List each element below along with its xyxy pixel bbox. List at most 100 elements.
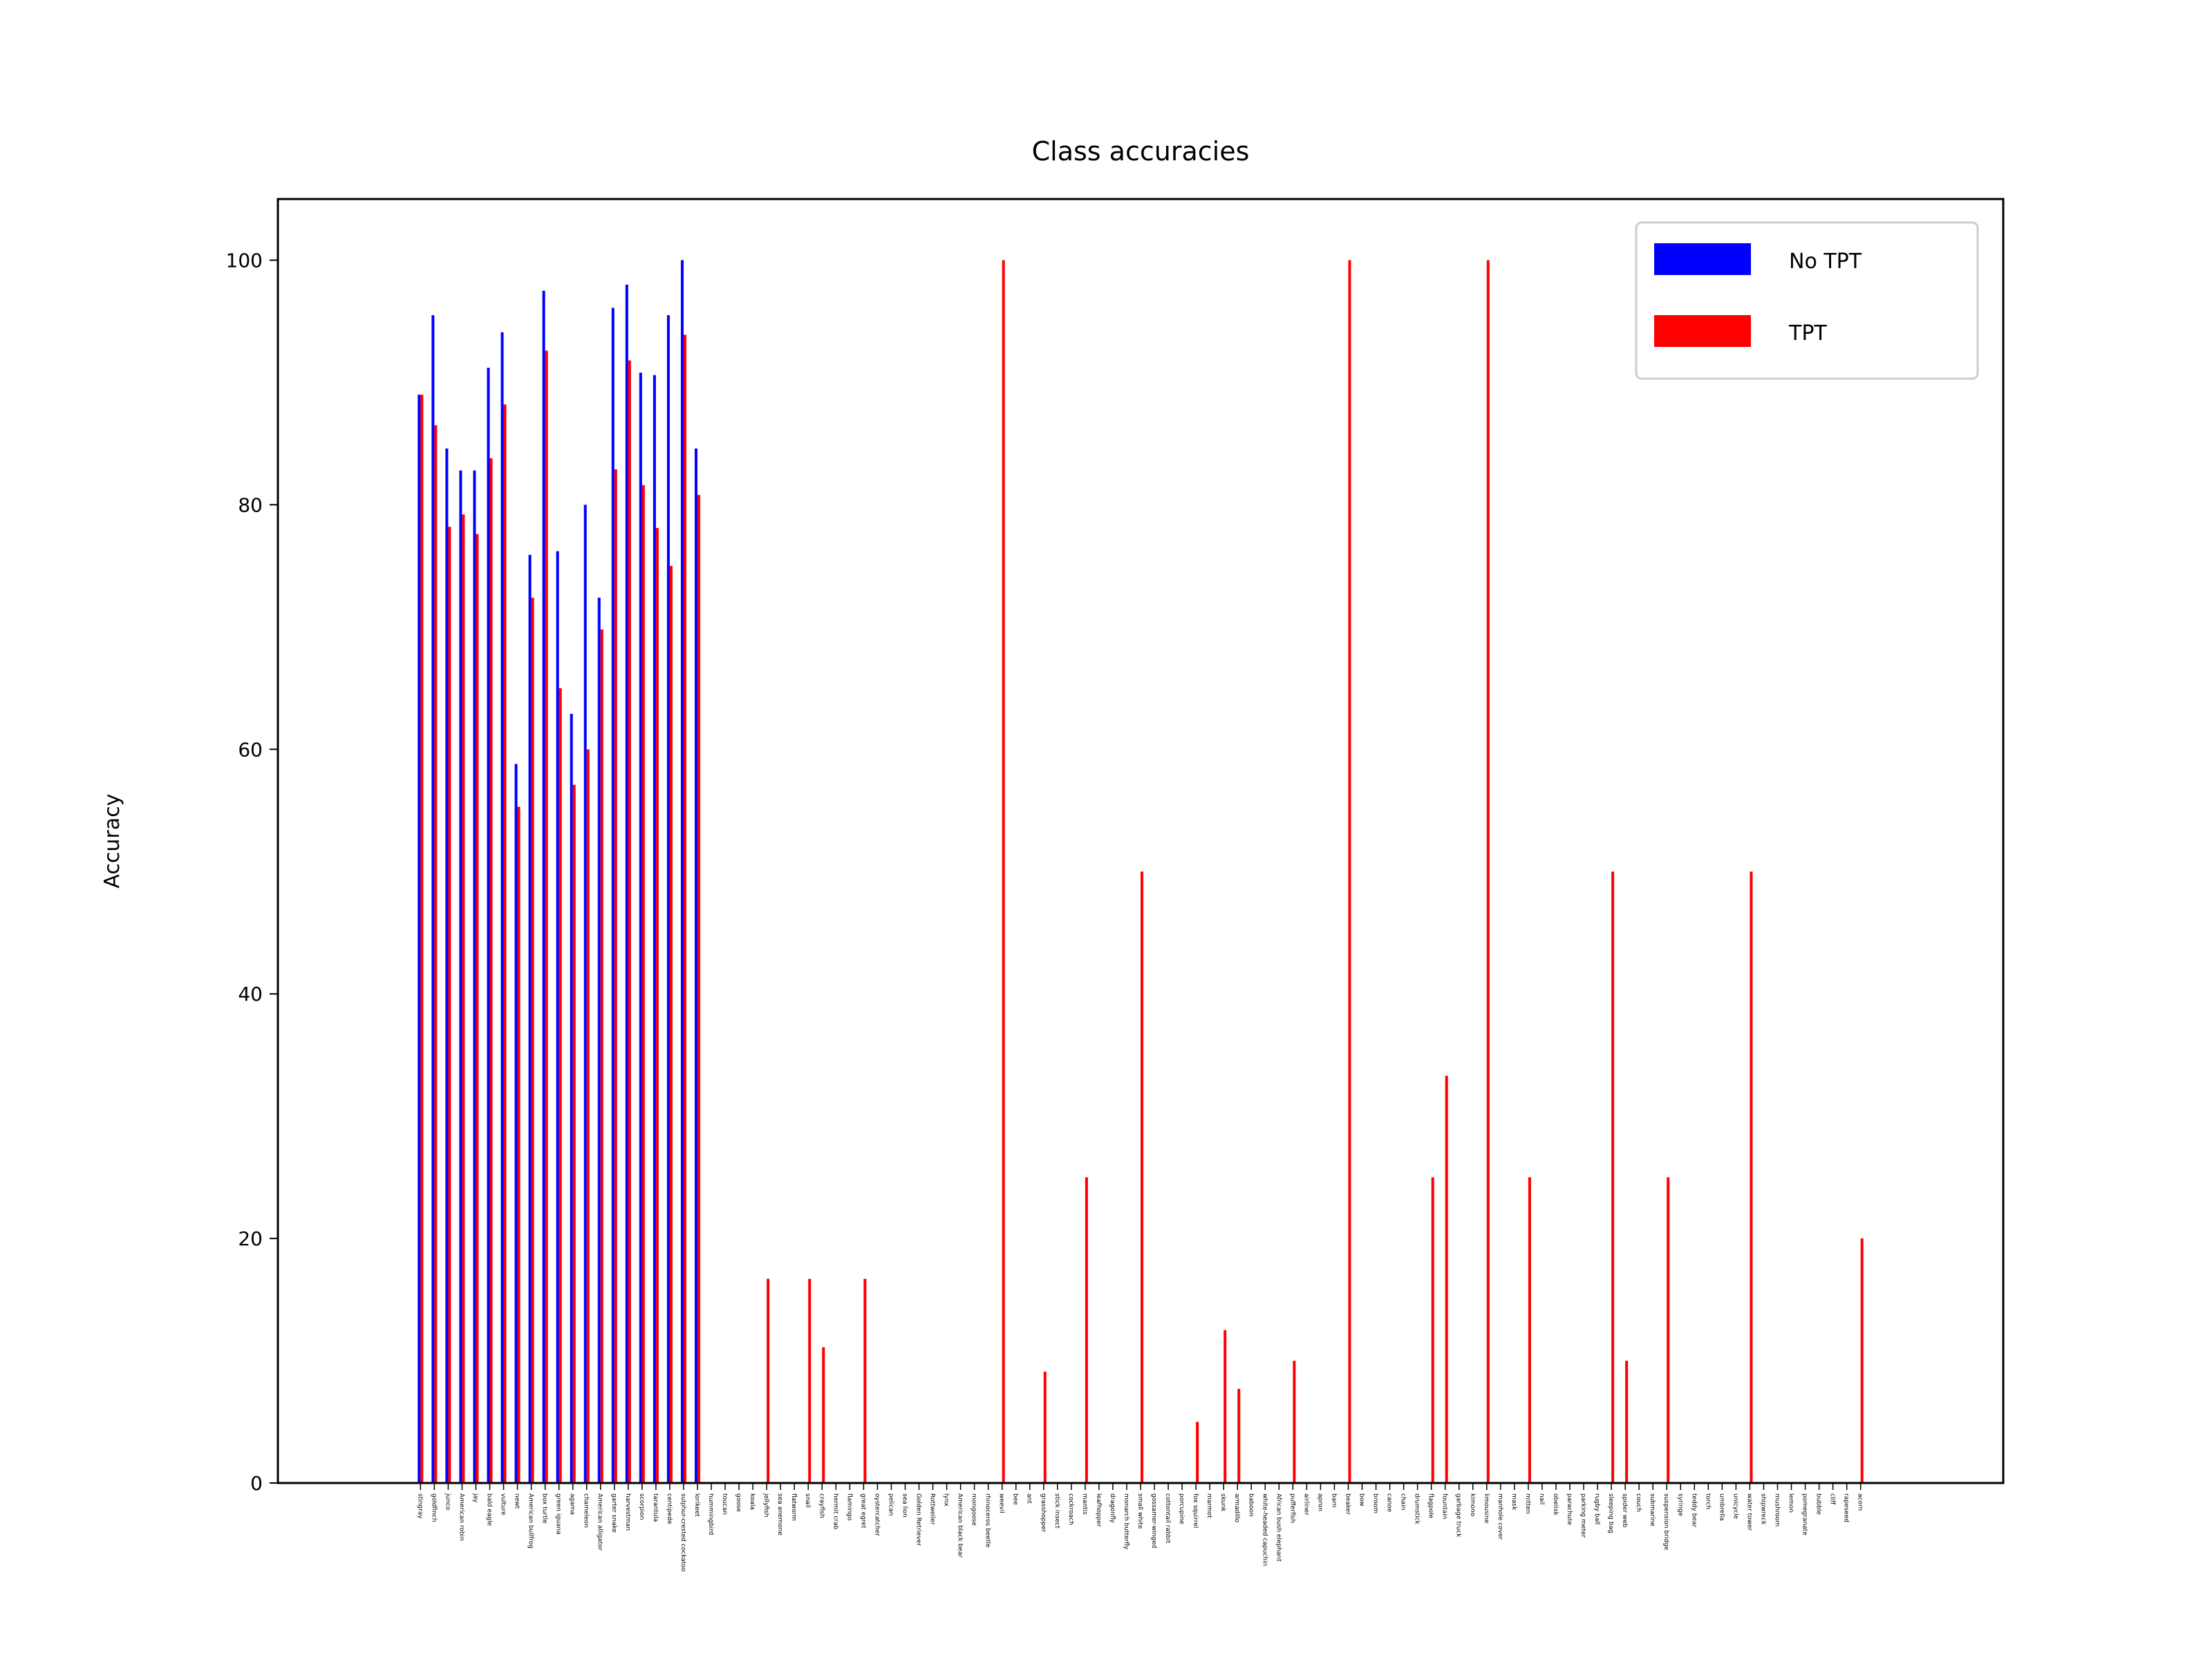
x-tick-label: American black bear <box>957 1493 964 1558</box>
y-axis-ticks: 0 20 40 60 80 100 <box>226 249 278 1495</box>
x-tick-label: manhole cover <box>1497 1493 1503 1540</box>
x-tick-label: hummingbird <box>707 1493 714 1535</box>
bar-no-tpt-14 <box>611 308 615 1484</box>
bar-no-tpt-13 <box>597 597 601 1483</box>
x-tick-label: American robin <box>458 1493 465 1541</box>
x-tick-label: jellyfish <box>762 1493 769 1517</box>
bar-no-tpt-16 <box>639 372 642 1483</box>
x-tick-label: chain <box>1400 1493 1407 1510</box>
x-tick-label: gossamer-winged <box>1150 1493 1157 1548</box>
x-tick-label: rapeseed <box>1843 1493 1850 1522</box>
x-tick-label: scorpion <box>638 1493 645 1520</box>
bar-tpt-16 <box>641 485 645 1483</box>
x-tick-label: fountain <box>1441 1493 1448 1519</box>
x-tick-label: acorn <box>1857 1493 1864 1511</box>
x-tick-label: Rottweiler <box>929 1493 936 1525</box>
bar-tpt-18 <box>669 565 673 1483</box>
x-tick-label: green iguana <box>555 1493 562 1535</box>
bar-tpt-104 <box>1860 1238 1864 1483</box>
bar-tpt-52 <box>1141 871 1144 1483</box>
bar-tpt-2 <box>448 527 451 1483</box>
x-tick-label: flatworm <box>790 1493 797 1521</box>
x-tick-label: bow <box>1358 1493 1365 1507</box>
x-tick-label: cockroach <box>1067 1493 1074 1525</box>
x-tick-label: water tower <box>1745 1493 1752 1531</box>
x-tick-label: vulture <box>500 1493 507 1515</box>
bar-tpt-67 <box>1348 260 1351 1483</box>
bar-tpt-5 <box>489 458 493 1483</box>
x-tick-label: grasshopper <box>1040 1493 1047 1532</box>
x-tick-label: leafhopper <box>1095 1493 1102 1527</box>
x-tick-label: marmot <box>1206 1493 1212 1518</box>
x-tick-label: mitten <box>1524 1493 1531 1514</box>
bar-tpt-48 <box>1085 1177 1088 1483</box>
legend-label-no-tpt: No TPT <box>1789 249 1862 274</box>
bar-no-tpt-5 <box>487 368 490 1483</box>
bar-tpt-45 <box>1043 1371 1047 1483</box>
bar-no-tpt-3 <box>459 470 462 1484</box>
x-tick-label: skunk <box>1219 1493 1226 1512</box>
x-tick-label: flagpole <box>1427 1493 1434 1519</box>
bar-no-tpt-1 <box>431 315 435 1484</box>
x-tick-label: porcupine <box>1178 1493 1185 1524</box>
x-tick-label: mongoose <box>971 1493 977 1526</box>
legend-label-tpt: TPT <box>1788 321 1827 346</box>
x-tick-label: mask <box>1510 1493 1517 1511</box>
x-tick-label: lemon <box>1788 1493 1794 1513</box>
x-tick-label: obelisk <box>1552 1493 1559 1515</box>
bar-tpt-77 <box>1486 260 1490 1483</box>
bar-tpt-7 <box>517 806 521 1483</box>
x-tick-label: box turtle <box>541 1493 548 1524</box>
x-tick-label: oystercatcher <box>873 1493 880 1536</box>
x-tick-label: American bullfrog <box>527 1493 534 1549</box>
x-tick-label: goose <box>735 1493 742 1512</box>
bar-tpt-73 <box>1431 1177 1434 1483</box>
y-tick-label: 20 <box>238 1227 263 1250</box>
x-tick-label: bubble <box>1815 1493 1822 1515</box>
y-tick-label: 40 <box>238 983 263 1005</box>
legend: No TPT TPT <box>1635 221 1979 380</box>
x-tick-label: chameleon <box>583 1493 590 1528</box>
x-tick-label: parking meter <box>1580 1493 1586 1538</box>
x-tick-label: stingray <box>416 1493 423 1519</box>
x-tick-label: Golden Retriever <box>915 1493 921 1546</box>
x-tick-label: dragonfly <box>1109 1493 1116 1524</box>
x-tick-label: sulphur-crested cockatoo <box>679 1493 686 1572</box>
bar-no-tpt-17 <box>653 375 656 1483</box>
x-tick-label: kimono <box>1469 1493 1476 1517</box>
x-tick-label: drumstick <box>1414 1493 1421 1525</box>
bar-no-tpt-15 <box>625 284 628 1483</box>
bar-tpt-15 <box>628 360 631 1483</box>
legend-swatch-no-tpt <box>1654 243 1751 275</box>
x-tick-label: jay <box>471 1493 478 1503</box>
bar-tpt-11 <box>572 784 576 1483</box>
bar-no-tpt-8 <box>528 554 532 1484</box>
x-tick-label: lynx <box>943 1493 950 1507</box>
bar-no-tpt-9 <box>542 290 545 1483</box>
x-tick-label: garter snake <box>610 1493 617 1533</box>
x-tick-label: centipede <box>666 1493 673 1524</box>
x-tick-label: airliner <box>1302 1493 1309 1515</box>
bar-no-tpt-11 <box>570 713 573 1483</box>
bar-tpt-1 <box>434 425 438 1484</box>
plot-area-frame <box>276 198 2005 1484</box>
bar-no-tpt-19 <box>680 260 684 1483</box>
bar-tpt-25 <box>767 1278 770 1483</box>
x-tick-label: American alligator <box>597 1493 603 1551</box>
x-tick-label: ant <box>1026 1493 1033 1504</box>
bar-tpt-80 <box>1528 1177 1531 1483</box>
bar-tpt-42 <box>1002 260 1005 1483</box>
x-tick-label: apron <box>1316 1493 1323 1511</box>
x-tick-label: goldfinch <box>430 1493 437 1522</box>
x-tick-label: suspension bridge <box>1662 1493 1669 1551</box>
x-tick-label: pomegranate <box>1801 1493 1808 1536</box>
x-tick-label: monarch butterfly <box>1123 1493 1130 1550</box>
x-tick-label: harvestman <box>624 1493 631 1531</box>
x-tick-label: toucan <box>721 1493 728 1515</box>
x-tick-label: rhinoceros beetle <box>984 1493 991 1548</box>
x-tick-label: rugby ball <box>1593 1493 1600 1524</box>
x-tick-label: small white <box>1136 1493 1143 1529</box>
bar-no-tpt-7 <box>514 764 518 1483</box>
x-tick-label: junco <box>444 1493 451 1511</box>
